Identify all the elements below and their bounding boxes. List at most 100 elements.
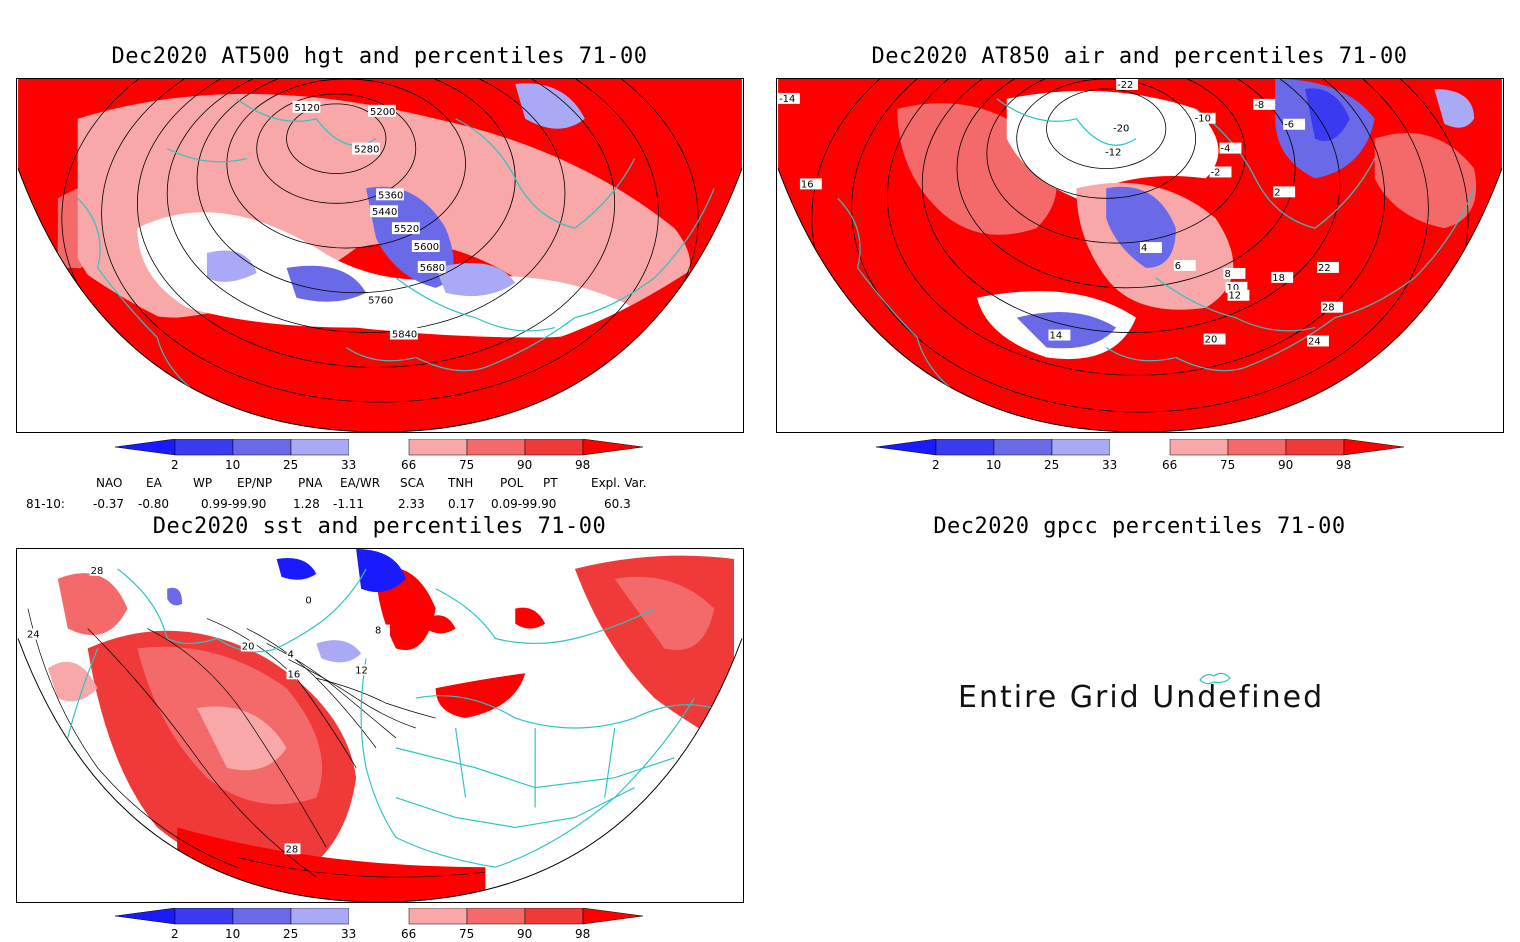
contour-label: 20 xyxy=(1205,335,1218,346)
panel-title-sst: Dec2020 sst and percentiles 71-00 xyxy=(152,514,607,539)
colorbar-tick: 2 xyxy=(171,458,179,472)
tele-row-label: 81-10: xyxy=(26,497,65,511)
colorbar-tick: 33 xyxy=(1102,458,1117,472)
tele-header: EP/NP xyxy=(237,476,273,490)
air-contour-labels: -22 -20 -14 -12 -10 -8 -6 -4 -2 2 4 6 8 … xyxy=(778,79,1343,347)
contour-label: 4 xyxy=(1141,243,1147,254)
colorbar-tick: 10 xyxy=(986,458,1001,472)
colorbar-tick: 66 xyxy=(401,927,416,941)
contour-label: 28 xyxy=(91,566,104,577)
contour-label: -12 xyxy=(1105,148,1121,159)
tele-value: 0.09-99.90 xyxy=(491,497,557,511)
contour-label: -22 xyxy=(1117,80,1133,91)
colorbar-tick: 33 xyxy=(341,458,356,472)
tele-header: NAO xyxy=(96,476,123,490)
colorbar-tick: 2 xyxy=(932,458,940,472)
contour-label: 5200 xyxy=(370,107,395,118)
tele-value: 60.3 xyxy=(604,497,631,511)
contour-label: 16 xyxy=(801,179,814,190)
contour-label: 24 xyxy=(27,629,40,640)
colorbar-tick: 98 xyxy=(575,927,590,941)
colorbar-tick: 66 xyxy=(1162,458,1177,472)
tele-value: -1.11 xyxy=(333,497,365,511)
contour-label: -10 xyxy=(1195,114,1211,125)
colorbar-tick: 25 xyxy=(283,458,298,472)
map-air: -22 -20 -14 -12 -10 -8 -6 -4 -2 2 4 6 8 … xyxy=(776,78,1504,433)
hgt-map-svg: 5120 5200 5280 5360 5440 5520 5600 5680 … xyxy=(17,79,743,432)
colorbar-tick: 75 xyxy=(459,458,474,472)
hgt-contour-labels: 5120 5200 5280 5360 5440 5520 5600 5680 … xyxy=(292,100,446,341)
contour-label: -2 xyxy=(1211,167,1221,178)
colorbar-svg: 2 10 25 33 66 75 90 98 xyxy=(876,439,1405,472)
sst-contour-labels: 28 24 20 16 12 8 4 0 28 xyxy=(26,564,390,855)
contour-label: 5440 xyxy=(372,207,397,218)
colorbar-tick: 75 xyxy=(1220,458,1235,472)
colorbar-tick: 90 xyxy=(517,927,532,941)
colorbar-tick: 25 xyxy=(283,927,298,941)
contour-label: 5760 xyxy=(368,296,393,307)
tele-value: 2.33 xyxy=(398,497,425,511)
tele-header: PNA xyxy=(298,476,323,490)
tele-header: EA xyxy=(146,476,162,490)
tele-value: 1.28 xyxy=(293,497,320,511)
contour-label: 5680 xyxy=(420,263,445,274)
colorbar-tick: 90 xyxy=(517,458,532,472)
contour-label: -6 xyxy=(1284,120,1294,131)
colorbar-svg: 2 10 25 33 66 75 90 98 xyxy=(115,908,644,941)
contour-label: -4 xyxy=(1221,144,1231,155)
colorbar-hgt: 2 10 25 33 66 75 90 98 xyxy=(115,439,645,473)
tele-header: Expl. Var. xyxy=(591,476,647,490)
contour-label: 20 xyxy=(242,641,255,652)
contour-label: 8 xyxy=(375,626,381,637)
contour-label: 5600 xyxy=(414,242,439,253)
tele-value: -0.37 xyxy=(93,497,125,511)
contour-label: -14 xyxy=(779,94,795,105)
sst-map-svg: 28 24 20 16 12 8 4 0 28 xyxy=(17,549,743,902)
colorbar-tick: 33 xyxy=(341,927,356,941)
tele-value: 0.17 xyxy=(448,497,475,511)
panel-title-gpcc: Dec2020 gpcc percentiles 71-00 xyxy=(933,514,1346,539)
contour-label: 8 xyxy=(1225,269,1231,280)
colorbar-tick: 98 xyxy=(575,458,590,472)
contour-label: 5520 xyxy=(394,224,419,235)
gpcc-island-mark xyxy=(1199,672,1231,685)
colorbar-air: 2 10 25 33 66 75 90 98 xyxy=(876,439,1406,473)
contour-label: 22 xyxy=(1318,263,1331,274)
tele-header: TNH xyxy=(448,476,474,490)
contour-label: 28 xyxy=(1322,303,1335,314)
colorbar-tick: 90 xyxy=(1278,458,1293,472)
contour-label: 12 xyxy=(355,665,368,676)
colorbar-tick: 25 xyxy=(1044,458,1059,472)
air-map-svg: -22 -20 -14 -12 -10 -8 -6 -4 -2 2 4 6 8 … xyxy=(777,79,1503,432)
colorbar-tick: 10 xyxy=(225,927,240,941)
colorbar-tick: 75 xyxy=(459,927,474,941)
panel-title-air: Dec2020 AT850 air and percentiles 71-00 xyxy=(871,44,1408,69)
tele-header: WP xyxy=(193,476,213,490)
colorbar-tick: 98 xyxy=(1336,458,1351,472)
colorbar-tick: 66 xyxy=(401,458,416,472)
contour-label: 5280 xyxy=(354,145,379,156)
contour-label: 14 xyxy=(1050,331,1063,342)
contour-label: 12 xyxy=(1228,291,1241,302)
tele-header: SCA xyxy=(400,476,425,490)
tele-header: POL xyxy=(500,476,524,490)
contour-label: 10 xyxy=(1227,283,1240,294)
contour-label: 5840 xyxy=(392,330,417,341)
tele-header: PT xyxy=(543,476,558,490)
colorbar-svg: 2 10 25 33 66 75 90 98 xyxy=(115,439,644,472)
contour-label: 24 xyxy=(1308,336,1321,347)
panel-title-hgt: Dec2020 AT500 hgt and percentiles 71-00 xyxy=(111,44,648,69)
tele-value: 0.99-99.90 xyxy=(201,497,267,511)
contour-label: 4 xyxy=(288,649,294,660)
contour-label: 16 xyxy=(288,669,301,680)
contour-label: 5360 xyxy=(378,190,403,201)
undefined-grid-message: Entire Grid Undefined xyxy=(958,680,1325,715)
contour-label: 18 xyxy=(1272,273,1285,284)
colorbar-sst: 2 10 25 33 66 75 90 98 xyxy=(115,908,645,942)
colorbar-tick: 10 xyxy=(225,458,240,472)
contour-label: -8 xyxy=(1254,100,1264,111)
contour-label: 5120 xyxy=(294,103,319,114)
tele-value: -0.80 xyxy=(138,497,170,511)
contour-label: -20 xyxy=(1113,124,1129,135)
tele-header: EA/WR xyxy=(340,476,381,490)
